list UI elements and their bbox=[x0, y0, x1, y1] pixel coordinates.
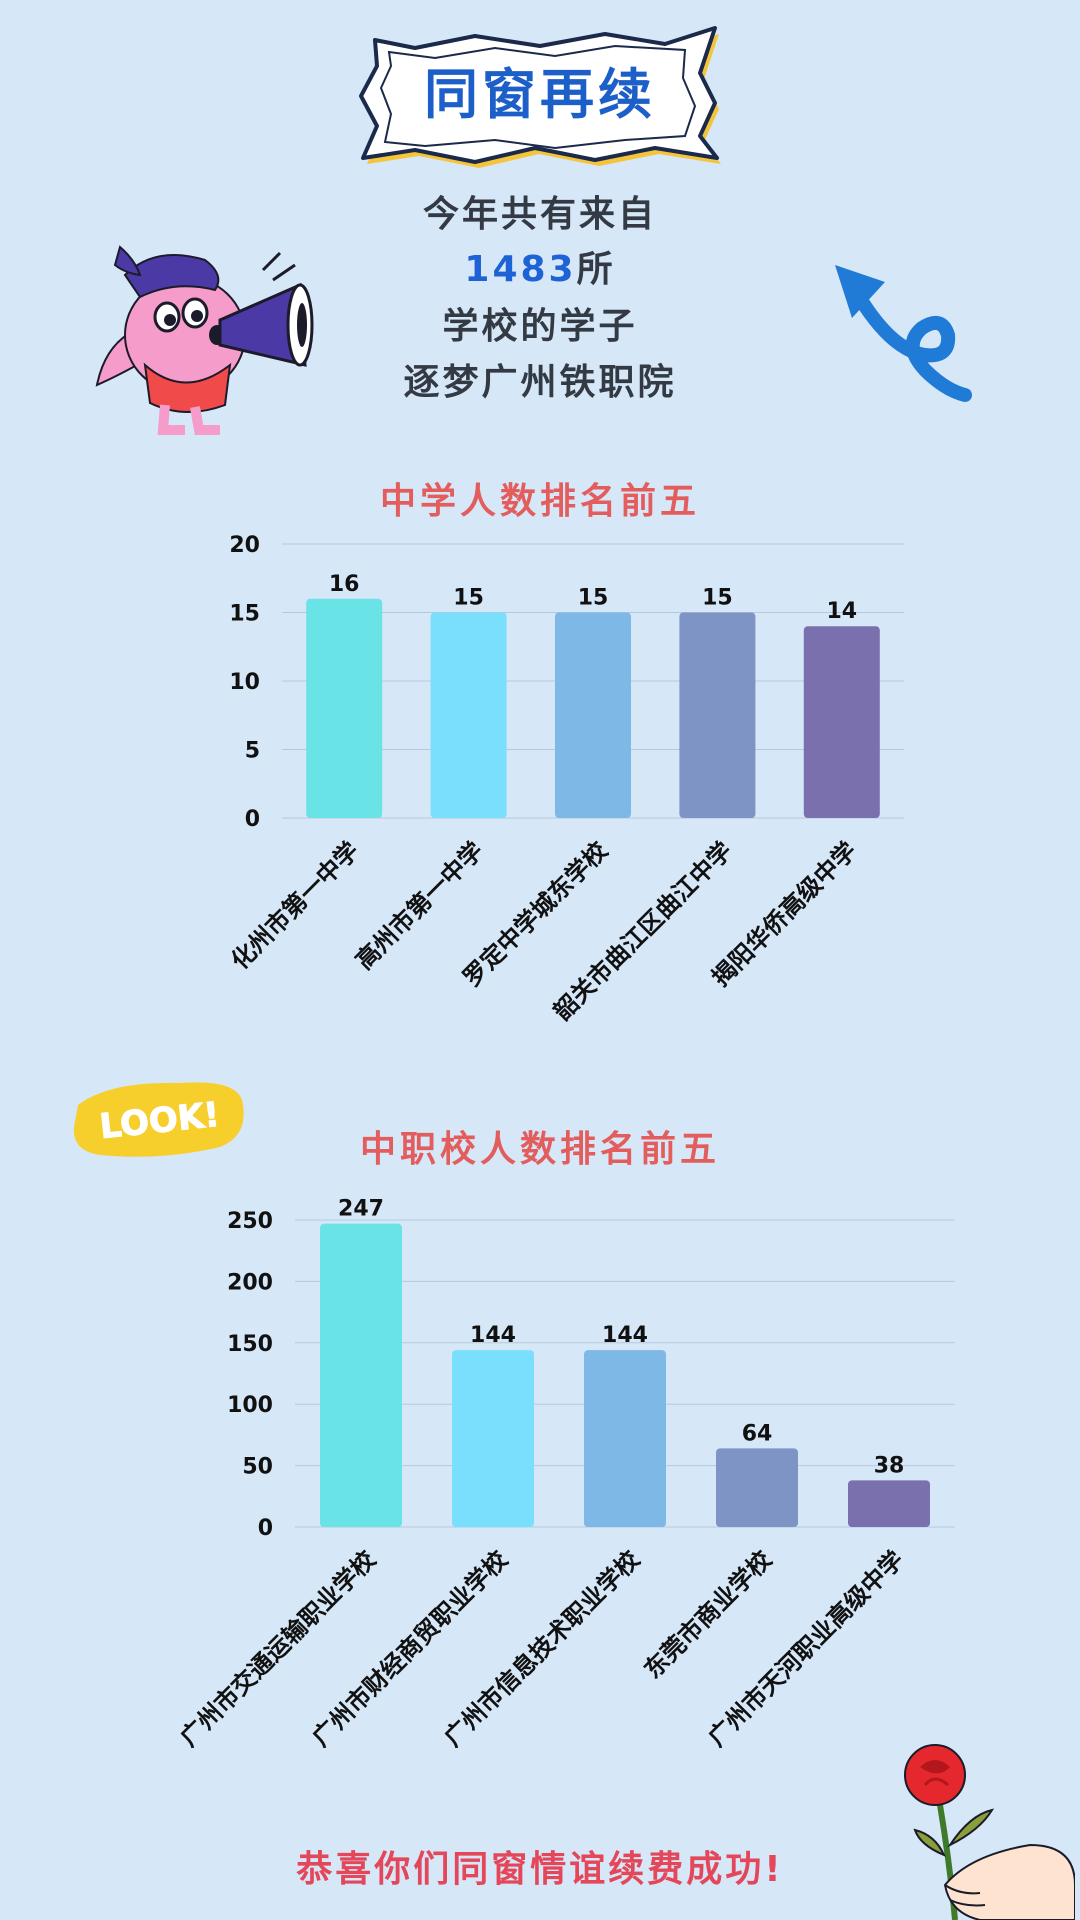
page-title: 同窗再续 bbox=[424, 63, 656, 126]
chart-1-bar bbox=[555, 612, 631, 818]
chart-2-y-tick-label: 200 bbox=[227, 1270, 273, 1295]
chart-2-bar bbox=[716, 1448, 798, 1527]
chart-1-bar bbox=[679, 612, 756, 818]
intro-line-1: 今年共有来自 bbox=[422, 194, 657, 235]
chart-2-y-tick-label: 0 bbox=[258, 1516, 273, 1541]
chart-2-title: 中职校人数排名前五 bbox=[359, 1129, 720, 1170]
intro-line-3: 学校的学子 bbox=[442, 306, 638, 347]
look-sticker-text: LOOK! bbox=[98, 1095, 222, 1147]
mascot-megaphone-illustration bbox=[95, 245, 314, 435]
chart-2-data-label: 144 bbox=[602, 1323, 648, 1348]
chart-1-data-label: 15 bbox=[453, 586, 484, 611]
chart-2-data-label: 38 bbox=[874, 1453, 905, 1478]
title-badge bbox=[359, 26, 721, 168]
chart-1-bar bbox=[306, 598, 383, 818]
school-count: 1483 bbox=[464, 249, 577, 290]
chart-1-middle-school-top5: 0510152016化州市第一中学15高州市第一中学15罗定中学城东学校15韶关… bbox=[226, 533, 904, 1026]
chart-2-y-tick-label: 150 bbox=[227, 1332, 273, 1357]
chart-2-y-tick-label: 100 bbox=[227, 1393, 273, 1418]
chart-2-data-label: 247 bbox=[338, 1197, 384, 1222]
chart-2-bar bbox=[320, 1223, 402, 1527]
chart-1-y-tick-label: 15 bbox=[229, 602, 260, 627]
chart-1-y-tick-label: 10 bbox=[229, 670, 260, 695]
chart-1-category-label: 高州市第一中学 bbox=[350, 836, 489, 975]
chart-1-title: 中学人数排名前五 bbox=[379, 481, 700, 522]
curly-arrow-icon bbox=[835, 265, 972, 402]
closing-message: 恭喜你们同窗情谊续费成功! bbox=[296, 1849, 784, 1890]
intro-line-2: 1483所 bbox=[0, 240, 1080, 292]
chart-1-y-tick-label: 0 bbox=[245, 807, 260, 832]
chart-2-bar bbox=[848, 1480, 930, 1527]
chart-1-bar bbox=[803, 626, 880, 818]
school-count-suffix: 所 bbox=[576, 249, 616, 290]
chart-1-data-label: 15 bbox=[578, 586, 609, 611]
chart-2-bar bbox=[584, 1350, 666, 1527]
chart-2-bar bbox=[452, 1350, 534, 1527]
chart-1-bar bbox=[430, 612, 507, 818]
chart-1-y-tick-label: 20 bbox=[229, 533, 260, 558]
chart-2-y-tick-label: 50 bbox=[242, 1455, 273, 1480]
chart-1-y-tick-label: 5 bbox=[245, 739, 260, 764]
chart-1-data-label: 16 bbox=[329, 572, 360, 597]
look-sticker: LOOK! bbox=[73, 1082, 244, 1157]
chart-2-data-label: 64 bbox=[742, 1421, 773, 1446]
intro-line-4: 逐梦广州铁职院 bbox=[403, 362, 677, 403]
chart-1-data-label: 15 bbox=[702, 586, 733, 611]
chart-2-data-label: 144 bbox=[470, 1323, 516, 1348]
chart-2-y-tick-label: 250 bbox=[227, 1209, 273, 1234]
rose-hand-illustration bbox=[904, 1744, 1075, 1920]
chart-2-category-label: 东莞市商业学校 bbox=[639, 1545, 778, 1684]
chart-1-category-label: 化州市第一中学 bbox=[226, 836, 365, 975]
chart-1-data-label: 14 bbox=[826, 599, 857, 624]
